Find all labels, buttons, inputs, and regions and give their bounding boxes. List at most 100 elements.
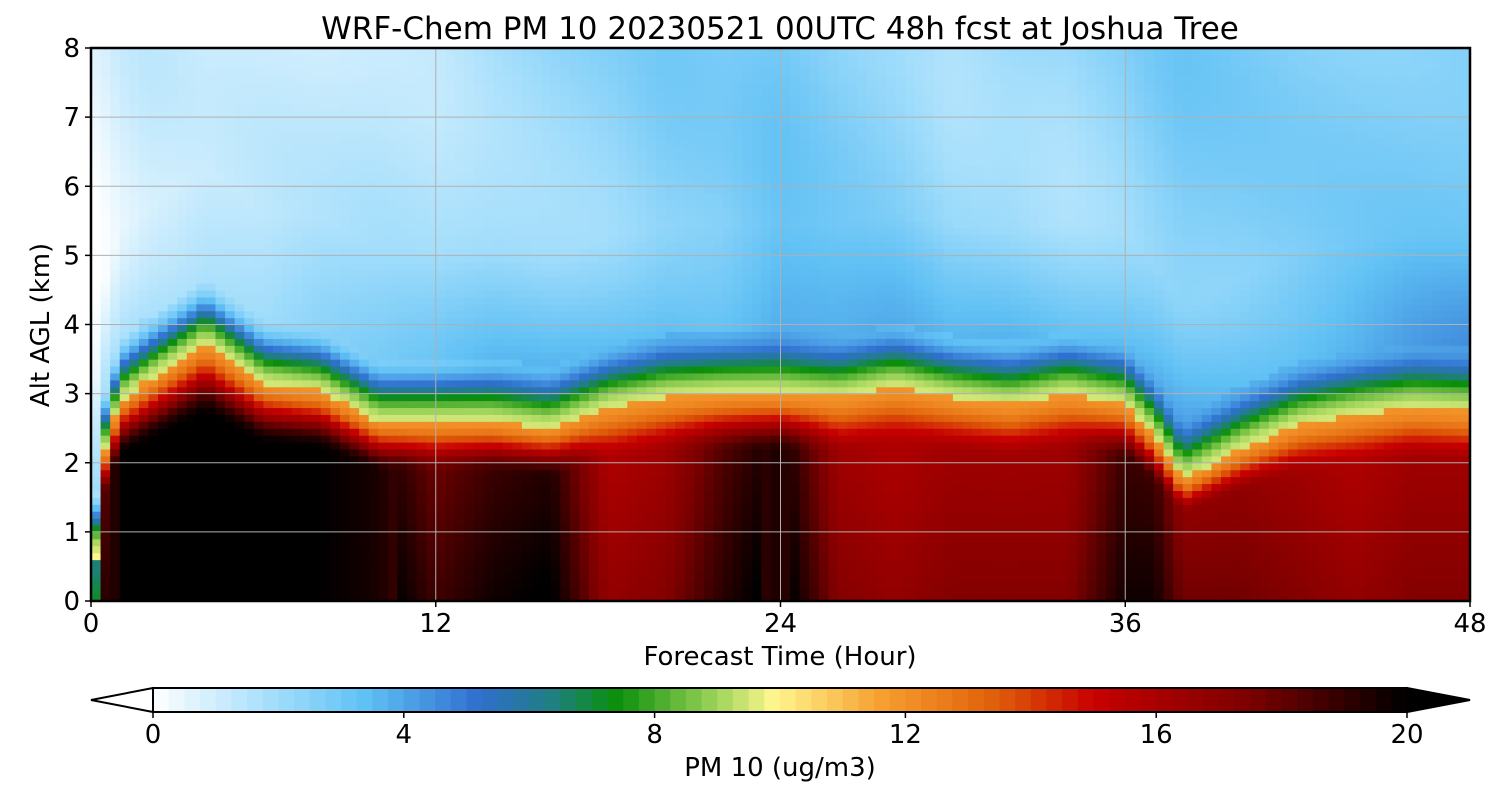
heatmap-cell [119, 220, 130, 229]
heatmap-cell [493, 552, 504, 561]
heatmap-cell [512, 476, 523, 485]
heatmap-cell [359, 331, 370, 339]
heatmap-cell [215, 137, 226, 146]
heatmap-cell [665, 193, 676, 201]
heatmap-cell [359, 338, 370, 346]
heatmap-cell [119, 455, 130, 464]
heatmap-cell [320, 594, 332, 601]
heatmap-cell [531, 338, 542, 346]
heatmap-cell [272, 594, 284, 601]
heatmap-cell [292, 594, 303, 601]
heatmap-cell [263, 220, 274, 229]
heatmap-cell [339, 407, 351, 415]
heatmap-cell [502, 303, 513, 312]
heatmap-cell [550, 54, 561, 63]
heatmap-cell [225, 324, 236, 333]
heatmap-cell [311, 144, 322, 153]
heatmap-cell [177, 283, 188, 291]
heatmap-cell [148, 54, 159, 63]
heatmap-cell [110, 89, 121, 97]
heatmap-cell [148, 68, 159, 77]
heatmap-cell [100, 518, 111, 526]
heatmap-cell [320, 61, 332, 70]
heatmap-cell [272, 421, 284, 429]
heatmap-cell [407, 303, 418, 312]
heatmap-cell [119, 269, 130, 277]
heatmap-cell [675, 372, 686, 381]
heatmap-cell [541, 573, 552, 581]
heatmap-cell [560, 359, 571, 367]
heatmap-cell [665, 338, 676, 346]
heatmap-cell [387, 144, 399, 153]
heatmap-cell [205, 573, 217, 581]
heatmap-cell [435, 545, 446, 554]
heatmap-cell [569, 469, 580, 478]
heatmap-cell [617, 552, 628, 561]
heatmap-cell [186, 213, 197, 222]
heatmap-cell [598, 594, 609, 601]
heatmap-cell [531, 269, 542, 277]
heatmap-cell [675, 117, 686, 125]
heatmap-cell [167, 345, 178, 353]
heatmap-cell [282, 54, 293, 63]
heatmap-cell [272, 96, 284, 104]
heatmap-cell [186, 158, 197, 167]
heatmap-cell [368, 421, 379, 429]
heatmap-cell [378, 110, 389, 118]
heatmap-cell [675, 511, 686, 519]
heatmap-cell [512, 117, 523, 125]
heatmap-cell [225, 158, 236, 167]
heatmap-cell [100, 269, 111, 277]
heatmap-cell [368, 96, 379, 104]
heatmap-cell [684, 483, 695, 491]
heatmap-cell [91, 103, 102, 111]
heatmap-cell [129, 331, 140, 339]
heatmap-cell [119, 352, 130, 360]
heatmap-cell [215, 379, 226, 388]
heatmap-cell [579, 165, 590, 174]
heatmap-cell [636, 462, 648, 471]
heatmap-cell [311, 186, 322, 194]
heatmap-cell [272, 110, 284, 118]
heatmap-cell [627, 518, 638, 526]
heatmap-cell [426, 179, 437, 187]
heatmap-cell [272, 352, 284, 360]
heatmap-cell [521, 269, 533, 277]
heatmap-cell [148, 137, 159, 146]
heatmap-cell [177, 262, 188, 270]
heatmap-cell [445, 75, 456, 84]
heatmap-cell [608, 283, 619, 291]
heatmap-cell [311, 310, 322, 319]
heatmap-cell [435, 124, 446, 132]
heatmap-cell [225, 504, 236, 512]
heatmap-cell [588, 497, 600, 505]
heatmap-cell [158, 504, 169, 512]
heatmap-cell [311, 407, 322, 415]
heatmap-cell [512, 518, 523, 526]
heatmap-cell [320, 48, 332, 56]
heatmap-cell [196, 497, 207, 505]
heatmap-cell [646, 130, 657, 139]
heatmap-cell [138, 317, 150, 326]
heatmap-cell [349, 276, 360, 284]
heatmap-cell [426, 414, 437, 422]
heatmap-cell [416, 172, 427, 180]
heatmap-cell [91, 117, 102, 125]
heatmap-cell [359, 310, 370, 319]
heatmap-cell [474, 483, 485, 491]
heatmap-cell [148, 518, 159, 526]
heatmap-cell [110, 379, 121, 388]
heatmap-cell [129, 352, 140, 360]
heatmap-cell [502, 283, 513, 291]
heatmap-cell [665, 448, 676, 457]
heatmap-cell [234, 331, 245, 339]
heatmap-cell [359, 407, 370, 415]
heatmap-cell [636, 345, 648, 353]
heatmap-cell [339, 379, 351, 388]
heatmap-cell [234, 490, 245, 498]
heatmap-cell [665, 372, 676, 381]
heatmap-cell [397, 117, 408, 125]
heatmap-cell [378, 400, 389, 409]
heatmap-cell [474, 497, 485, 505]
heatmap-cell [464, 310, 475, 319]
